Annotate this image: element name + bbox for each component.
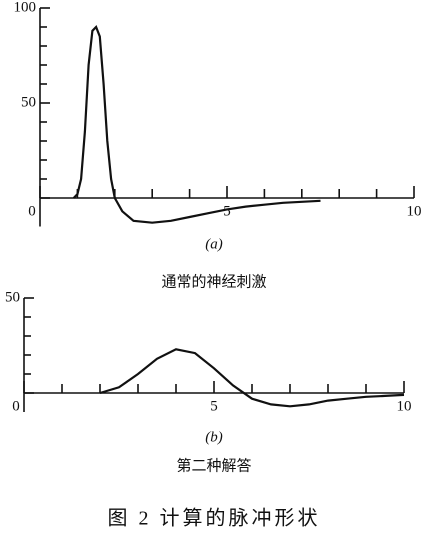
figure-caption: 图 2 计算的脉冲形状 bbox=[108, 507, 321, 530]
y-tick-label: 100 bbox=[14, 0, 37, 15]
x-tick-label: 10 bbox=[397, 398, 412, 414]
x-tick-label: 0 bbox=[28, 203, 36, 219]
panel-label: (a) bbox=[205, 236, 223, 252]
x-tick-label: 0 bbox=[12, 398, 20, 414]
y-tick-label: 50 bbox=[5, 289, 20, 305]
panel-label: (b) bbox=[205, 429, 223, 445]
panel-caption: 通常的神经刺激 bbox=[161, 273, 266, 290]
curve bbox=[72, 25, 321, 224]
panel-caption: 第二种解答 bbox=[176, 456, 251, 474]
x-tick-label: 10 bbox=[407, 203, 422, 219]
x-tick-label: 5 bbox=[210, 398, 218, 414]
y-tick-label: 50 bbox=[21, 94, 36, 110]
curve bbox=[99, 348, 405, 408]
x-tick-label: 5 bbox=[223, 203, 231, 219]
